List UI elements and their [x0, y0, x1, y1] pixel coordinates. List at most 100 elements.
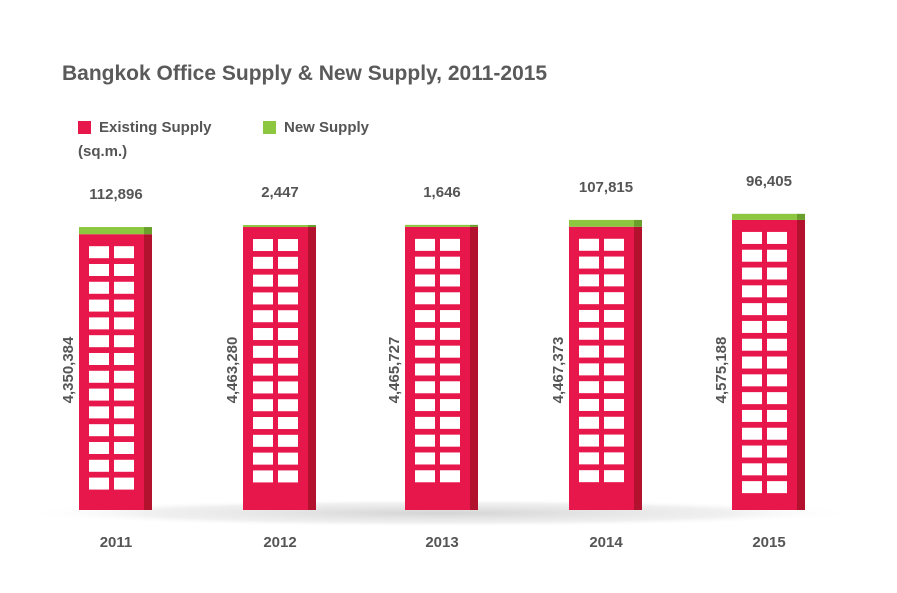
bar-window [278, 417, 298, 430]
bar-window [278, 310, 298, 323]
bar-existing-side [634, 226, 642, 510]
bar-existing-side [797, 219, 805, 510]
bar-window [767, 320, 787, 333]
bar-window [278, 381, 298, 394]
bar-existing-side [308, 227, 316, 510]
bar-window [604, 452, 624, 465]
bar-window [440, 256, 460, 269]
bar-window [89, 459, 109, 472]
bar-window [89, 477, 109, 490]
x-tick-label: 2011 [100, 534, 133, 551]
bar-window [415, 434, 435, 447]
bar-window [253, 328, 273, 341]
data-label-existing: 4,465,727 [386, 337, 403, 404]
bar-window [579, 345, 599, 358]
legend-new-supply: New Supply [263, 118, 369, 136]
unit-label: (sq.m.) [78, 143, 128, 160]
bar-window [253, 381, 273, 394]
bar-window [767, 338, 787, 351]
bar-window [579, 398, 599, 411]
bar-existing [405, 226, 470, 510]
bar-window [440, 310, 460, 323]
bar-window [415, 327, 435, 340]
bar-window [742, 231, 762, 244]
bar-window [604, 274, 624, 287]
bar-window [742, 320, 762, 333]
bar-window [604, 363, 624, 376]
bar-window [767, 231, 787, 244]
bar-window [767, 445, 787, 458]
bar-window [278, 274, 298, 287]
bar-window [440, 363, 460, 376]
bar-window [579, 470, 599, 483]
data-label-existing: 4,467,373 [550, 337, 567, 404]
bar-window [579, 381, 599, 394]
bar-window [742, 356, 762, 369]
bar-window [114, 459, 134, 472]
bar-new [569, 219, 634, 227]
bar-window [415, 238, 435, 251]
bar-existing [569, 226, 634, 510]
bar-window [114, 246, 134, 259]
bar-window [114, 370, 134, 383]
bar-new [732, 213, 797, 220]
bar-window [114, 317, 134, 330]
floor-shadow [20, 499, 860, 527]
data-label-existing: 4,350,384 [60, 336, 77, 403]
legend-existing-supply: Existing Supply [78, 118, 212, 136]
bar-window [415, 363, 435, 376]
bar-window [415, 345, 435, 358]
bar-window [114, 281, 134, 294]
bar-window [278, 399, 298, 412]
bar-window [278, 292, 298, 305]
bar-window [742, 445, 762, 458]
legend-swatch-new [263, 120, 276, 134]
data-label-new: 112,896 [89, 186, 142, 203]
bar-window [604, 434, 624, 447]
bar-window [440, 434, 460, 447]
bar-window [440, 345, 460, 358]
x-tick-label: 2014 [589, 534, 623, 551]
bar-existing [243, 227, 308, 510]
bar-window [253, 310, 273, 323]
bar-window [114, 424, 134, 437]
legend-label-new: New Supply [284, 118, 370, 136]
bar-window [604, 398, 624, 411]
bar-window [742, 303, 762, 316]
bar-window [89, 388, 109, 401]
bar-new [79, 227, 144, 235]
bar-window [89, 335, 109, 348]
bar-new-side [797, 213, 805, 220]
bar-window [440, 416, 460, 429]
bar-window [278, 363, 298, 376]
bar-window [767, 409, 787, 422]
bar-window [89, 246, 109, 259]
bar-window [767, 392, 787, 405]
bar-window [440, 399, 460, 412]
bar-window [579, 256, 599, 269]
bar-window [604, 381, 624, 394]
bar-new-side [634, 219, 642, 227]
bar-window [89, 317, 109, 330]
x-tick-label: 2015 [752, 534, 785, 551]
bar-window [742, 338, 762, 351]
bar-window [604, 345, 624, 358]
bar-window [253, 239, 273, 252]
bar-window [767, 285, 787, 298]
bar-window [253, 452, 273, 465]
bar-window [89, 406, 109, 419]
bar-window [415, 452, 435, 465]
bar-window [767, 267, 787, 280]
data-label-existing: 4,463,280 [224, 337, 241, 404]
bar-window [579, 238, 599, 251]
bar-new-side [308, 225, 316, 228]
bar-window [579, 309, 599, 322]
bar-window [114, 477, 134, 490]
bar-window [742, 427, 762, 440]
bar-window [415, 292, 435, 305]
bar-window [89, 441, 109, 454]
bar-window [278, 452, 298, 465]
bar-window [278, 239, 298, 252]
